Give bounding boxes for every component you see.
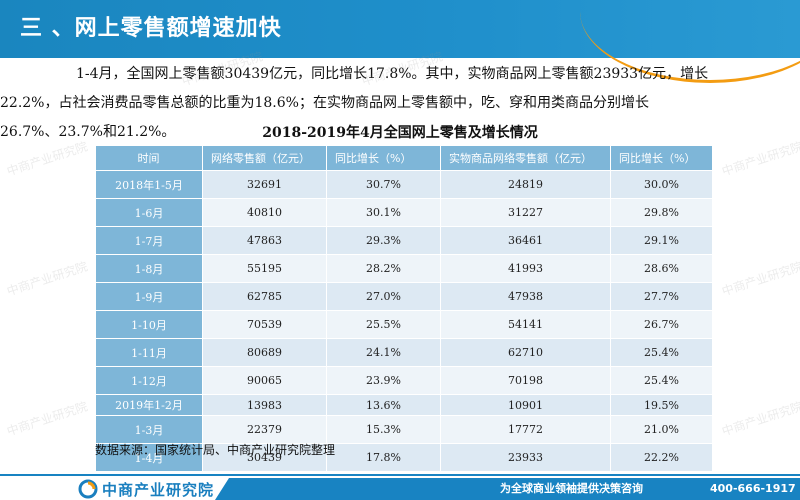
watermark: 中商产业研究院 (5, 399, 90, 439)
table-cell: 21.0% (610, 415, 713, 444)
watermark: 中商产业研究院 (5, 259, 90, 299)
banner-accent-arc (580, 0, 800, 83)
summary-line: 22.2%，占社会消费品零售总额的比重为18.6%；在实物商品网上零售额中，吃、… (0, 95, 649, 111)
summary-paragraph: 1-4月，全国网上零售额30439亿元，同比增长17.8%。其中，实物商品网上零… (0, 60, 776, 147)
table-row: 1-4月 30439 17.8% 23933 22.2% (95, 443, 713, 472)
table-cell: 54141 (440, 310, 611, 339)
header-online-retail: 网络零售额（亿元） (202, 145, 327, 171)
table-row: 1-8月 55195 28.2% 41993 28.6% (95, 254, 713, 283)
table-cell: 23.9% (326, 366, 441, 395)
table-header-row: 时间 网络零售额（亿元） 同比增长（%） 实物商品网络零售额（亿元） 同比增长（… (95, 145, 713, 171)
table-cell: 36461 (440, 226, 611, 255)
table-cell: 1-4月 (95, 443, 203, 472)
retail-table: 时间 网络零售额（亿元） 同比增长（%） 实物商品网络零售额（亿元） 同比增长（… (95, 145, 713, 472)
footer-phone: 400-666-1917 (710, 482, 796, 495)
table-row: 2018年1-5月 32691 30.7% 24819 30.0% (95, 170, 713, 199)
table-cell: 62710 (440, 338, 611, 367)
table-cell: 28.6% (610, 254, 713, 283)
table-cell: 1-7月 (95, 226, 203, 255)
table-row: 1-12月 90065 23.9% 70198 25.4% (95, 366, 713, 395)
table-cell: 25.4% (610, 338, 713, 367)
header-yoy-growth: 同比增长（%） (326, 145, 441, 171)
table-cell: 22.2% (610, 443, 713, 472)
table-cell: 70198 (440, 366, 611, 395)
footer-divider (0, 474, 800, 476)
summary-line: 26.7%、23.7%和21.2%。 (0, 124, 176, 140)
table-cell: 29.1% (610, 226, 713, 255)
table-row: 2019年1-2月 13983 13.6% 10901 19.5% (95, 394, 713, 416)
table-row: 1-11月 80689 24.1% 62710 25.4% (95, 338, 713, 367)
table-cell: 30.7% (326, 170, 441, 199)
watermark: 中商产业研究院 (720, 259, 800, 299)
title-banner: 三 、网上零售额增速加快 (0, 0, 800, 83)
table-cell: 19.5% (610, 394, 713, 416)
summary-line: 1-4月，全国网上零售额30439亿元，同比增长17.8%。其中，实物商品网上零… (76, 66, 709, 82)
table-cell: 1-8月 (95, 254, 203, 283)
table-cell: 70539 (202, 310, 327, 339)
table-row: 1-3月 22379 15.3% 17772 21.0% (95, 415, 713, 444)
table-title: 2018-2019年4月全国网上零售及增长情况 (262, 125, 538, 141)
table-cell: 25.4% (610, 366, 713, 395)
table-cell: 1-9月 (95, 282, 203, 311)
table-cell: 22379 (202, 415, 327, 444)
table-body: 2018年1-5月 32691 30.7% 24819 30.0% 1-6月 40810 30… (95, 170, 713, 472)
table-cell: 24819 (440, 170, 611, 199)
footer-banner (215, 478, 800, 500)
table-cell: 24.1% (326, 338, 441, 367)
table-row: 1-10月 70539 25.5% 54141 26.7% (95, 310, 713, 339)
table-cell: 30.1% (326, 198, 441, 227)
table-cell: 29.3% (326, 226, 441, 255)
table-cell: 47863 (202, 226, 327, 255)
table-cell: 2018年1-5月 (95, 170, 203, 199)
table-cell: 25.5% (326, 310, 441, 339)
table-cell: 1-6月 (95, 198, 203, 227)
table-cell: 30.0% (610, 170, 713, 199)
table-row: 1-7月 47863 29.3% 36461 29.1% (95, 226, 713, 255)
table-cell: 1-10月 (95, 310, 203, 339)
table-cell: 27.0% (326, 282, 441, 311)
table-cell: 29.8% (610, 198, 713, 227)
table-cell: 41993 (440, 254, 611, 283)
header-physical-growth: 同比增长（%） (610, 145, 713, 171)
table-cell: 1-11月 (95, 338, 203, 367)
company-logo: 中商产业研究院 (78, 478, 214, 500)
table-cell: 30439 (202, 443, 327, 472)
table-cell: 13.6% (326, 394, 441, 416)
footer-slogan: 为全球商业领袖提供决策咨询 (500, 482, 643, 495)
table-cell: 40810 (202, 198, 327, 227)
logo-mark-icon (78, 479, 98, 499)
logo-text: 中商产业研究院 (102, 480, 215, 499)
table-cell: 23933 (440, 443, 611, 472)
table-cell: 80689 (202, 338, 327, 367)
table-cell: 31227 (440, 198, 611, 227)
table-cell: 32691 (202, 170, 327, 199)
table-cell: 26.7% (610, 310, 713, 339)
table-cell: 28.2% (326, 254, 441, 283)
table-cell: 13983 (202, 394, 327, 416)
table-cell: 1-12月 (95, 366, 203, 395)
table-cell: 1-3月 (95, 415, 203, 444)
header-physical-goods: 实物商品网络零售额（亿元） (440, 145, 611, 171)
table-cell: 62785 (202, 282, 327, 311)
table-cell: 55195 (202, 254, 327, 283)
table-cell: 90065 (202, 366, 327, 395)
table-cell: 2019年1-2月 (95, 394, 203, 416)
header-time: 时间 (95, 145, 203, 171)
table-cell: 17772 (440, 415, 611, 444)
section-title: 三 、网上零售额增速加快 (20, 16, 282, 41)
table-row: 1-9月 62785 27.0% 47938 27.7% (95, 282, 713, 311)
table-row: 1-6月 40810 30.1% 31227 29.8% (95, 198, 713, 227)
table-cell: 27.7% (610, 282, 713, 311)
table-cell: 17.8% (326, 443, 441, 472)
watermark: 中商产业研究院 (720, 399, 800, 439)
table-cell: 47938 (440, 282, 611, 311)
data-source-note: 数据来源：国家统计局、中商产业研究院整理 (95, 443, 336, 457)
table-cell: 10901 (440, 394, 611, 416)
table-cell: 15.3% (326, 415, 441, 444)
